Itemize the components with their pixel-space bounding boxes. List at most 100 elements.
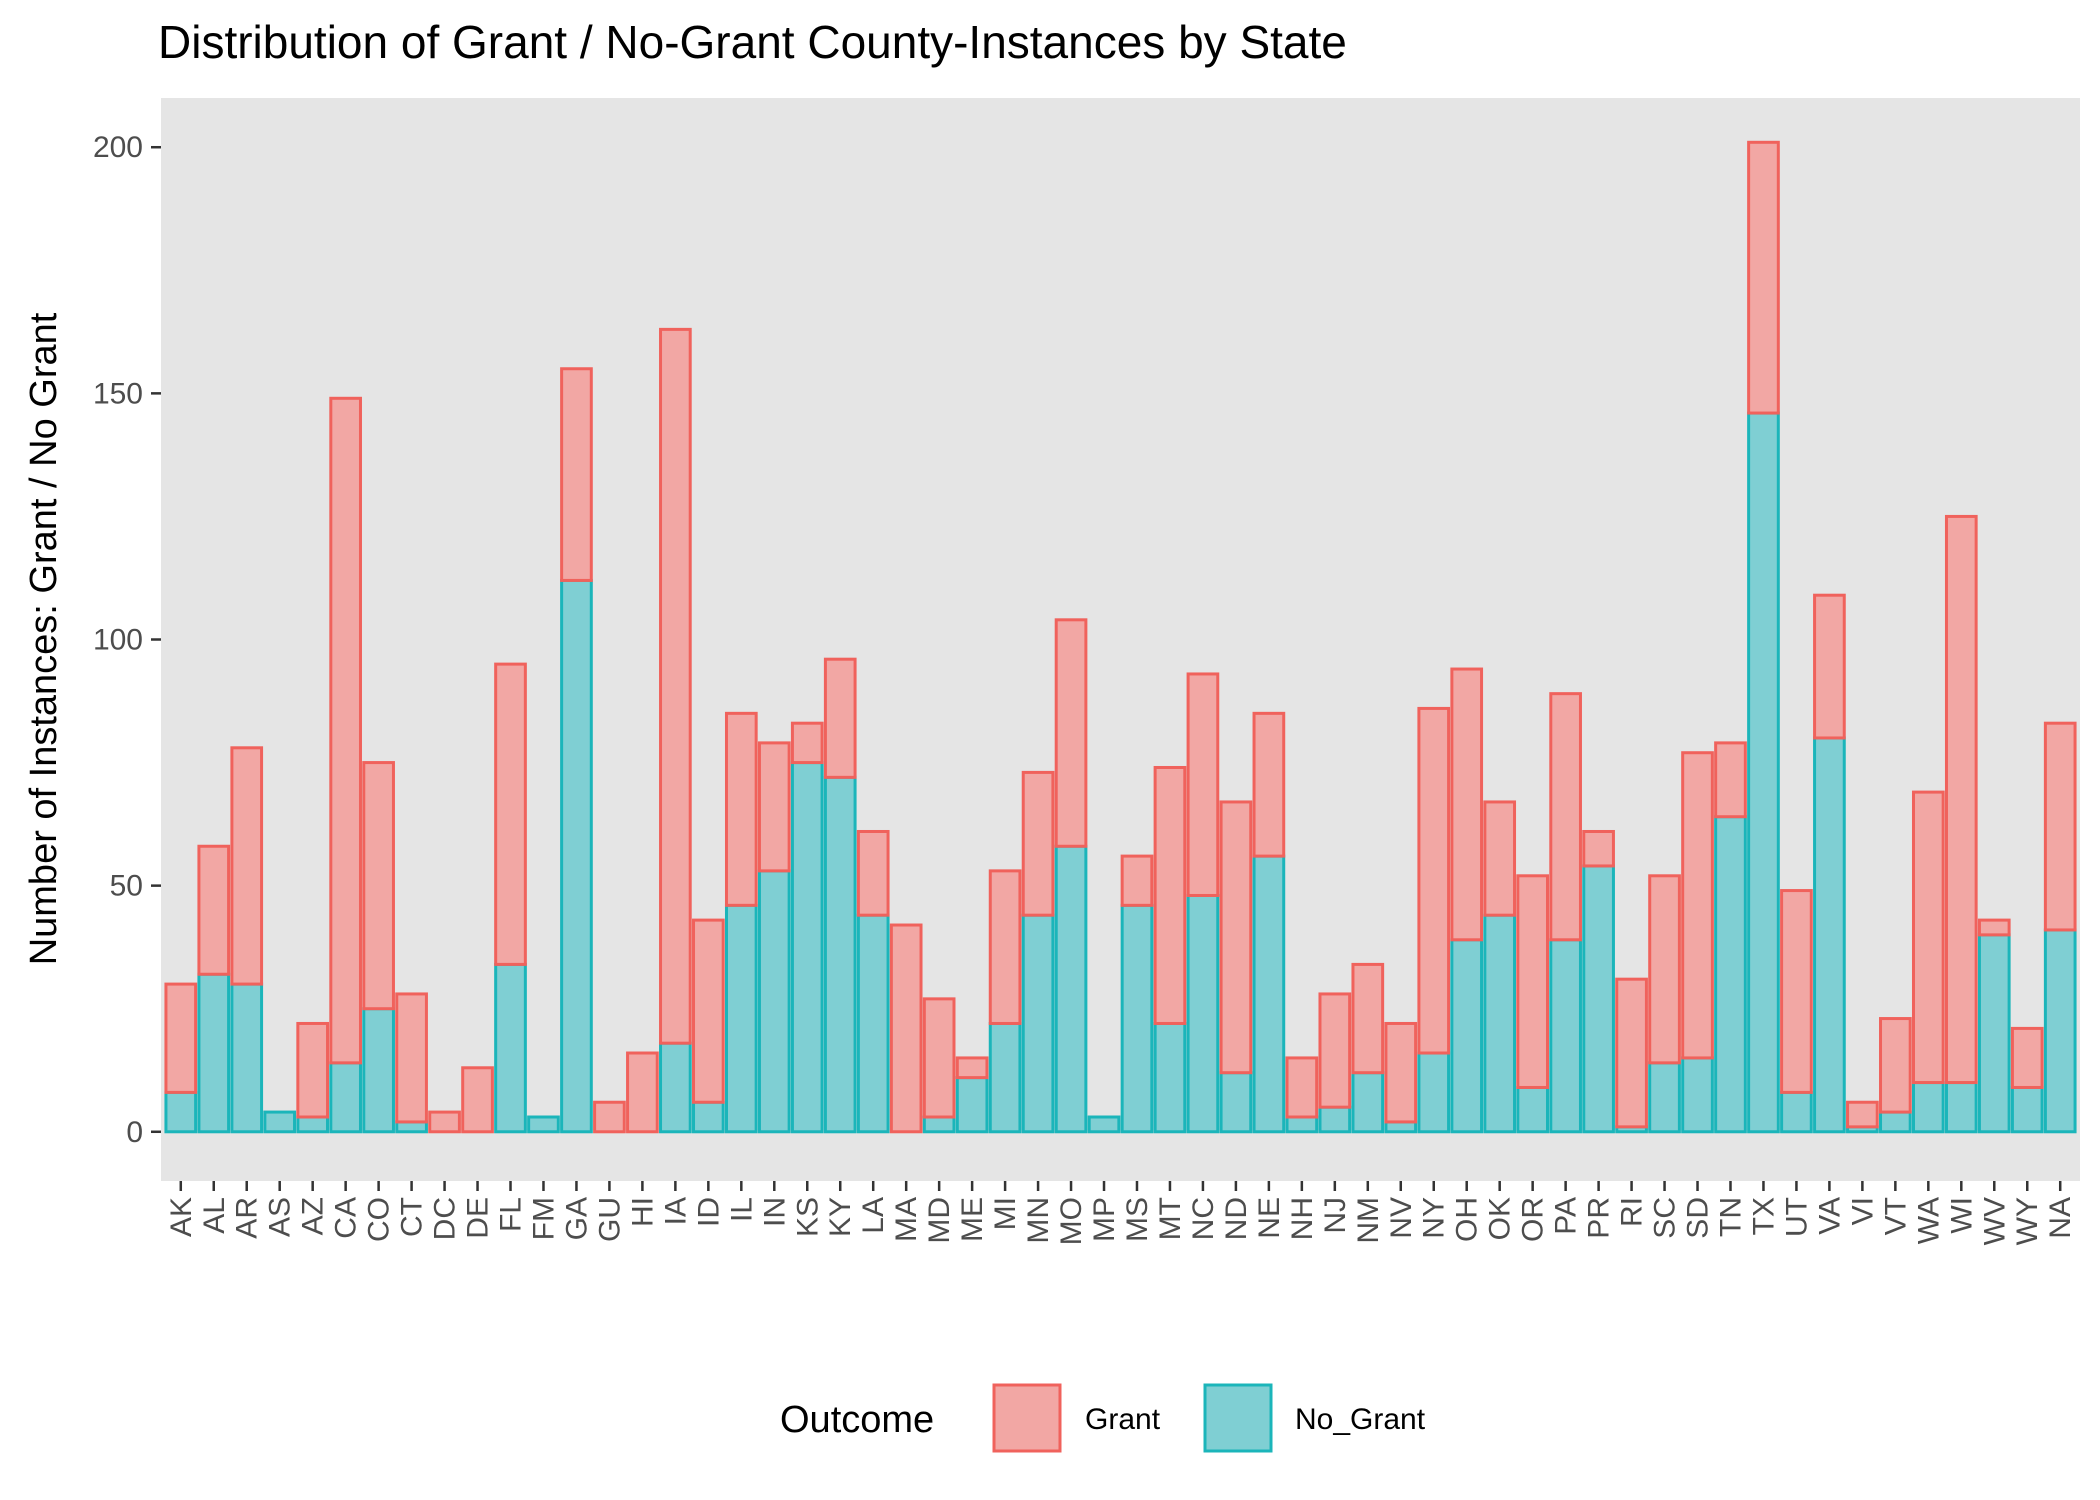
x-tick-label-in: IN [758,1197,791,1227]
x-tick-label-or: OR [1517,1197,1550,1242]
bar-no-grant-ny [1417,1051,1451,1134]
bar-grant-pa [1549,692,1582,942]
bar-grant-ks [790,721,824,765]
legend-title: Outcome [780,1399,934,1441]
bar-grant-ut [1780,889,1813,1094]
bar-no-grant-al [197,972,231,1134]
bar-no-grant-pa [1549,938,1582,1134]
bar-no-grant-ak [164,1090,198,1134]
bar-grant-wy [2010,1026,2044,1089]
x-tick-label-nj: NJ [1319,1197,1352,1234]
x-tick-label-dc: DC [429,1197,462,1240]
bar-no-grant-tn [1714,815,1747,1134]
x-tick-label-co: CO [363,1197,396,1242]
bar-no-grant-wi [1944,1081,1978,1134]
bar-grant-la [856,829,890,917]
bar-no-grant-tx [1747,411,1780,1134]
legend: Outcome Grant No_Grant [780,1383,1426,1453]
bar-no-grant-fm [527,1115,560,1134]
bar-grant-nm [1351,962,1385,1075]
y-tick-label-0: 0 [126,1116,143,1149]
bar-grant-ga [560,367,593,582]
bar-no-grant-va [1813,736,1846,1134]
x-tick-label-vi: VI [1846,1197,1879,1225]
x-tick-label-sc: SC [1649,1197,1682,1239]
bar-grant-id [692,918,725,1104]
bar-no-grant-in [757,869,791,1134]
bar-no-grant-or [1516,1085,1549,1134]
x-tick-label-nm: NM [1352,1197,1385,1244]
x-tick-label-tx: TX [1747,1197,1780,1235]
bar-grant-ca [329,396,362,1065]
x-tick-label-mo: MO [1055,1197,1088,1245]
x-tick-label-il: IL [725,1197,758,1222]
bar-no-grant-ks [790,761,824,1134]
x-tick-label-fm: FM [527,1197,560,1240]
x-tick-label-ga: GA [560,1197,593,1240]
bar-no-grant-ca [329,1061,362,1134]
bar-no-grant-nh [1285,1115,1319,1134]
bar-no-grant-ms [1120,903,1154,1134]
bar-grant-pr [1582,829,1615,868]
x-tick-label-mn: MN [1022,1197,1055,1244]
y-tick-label-50: 50 [110,870,143,903]
bar-grant-sd [1681,751,1714,1060]
bar-grant-or [1516,874,1549,1089]
x-axis: AK AL AR AS AZ CA CO CT DC DE FL FM GA GU HI IA ID IL IN KS… [165,1181,2077,1245]
bars-layer [164,140,2077,1134]
bar-grant-nc [1186,672,1220,897]
legend-key-grant [992,1383,1062,1453]
bar-grant-nd [1219,800,1253,1075]
bar-no-grant-mn [1021,913,1055,1134]
bar-grant-mi [988,869,1022,1025]
bar-grant-wv [1977,918,2011,937]
bar-grant-ok [1483,800,1517,917]
x-tick-label-wy: WY [2011,1197,2044,1245]
bar-no-grant-wy [2010,1085,2044,1134]
x-tick-label-nc: NC [1187,1197,1220,1240]
bar-grant-va [1813,593,1846,740]
x-tick-label-mi: MI [989,1197,1022,1230]
legend-label-grant: Grant [1085,1403,1161,1436]
x-tick-label-ar: AR [231,1197,264,1239]
y-axis: 0 50 100 150 200 [93,131,161,1149]
bar-grant-ct [395,992,428,1124]
bar-no-grant-vt [1879,1110,1912,1134]
x-tick-label-ct: CT [396,1197,429,1237]
bar-no-grant-wa [1911,1081,1945,1134]
bar-grant-ma [889,923,923,1134]
bar-no-grant-wv [1977,933,2011,1134]
bar-grant-oh [1450,667,1484,942]
x-tick-label-ak: AK [165,1197,198,1237]
x-tick-label-gu: GU [593,1197,626,1242]
bar-grant-il [724,711,758,907]
bar-no-grant-ne [1252,854,1286,1134]
bar-grant-tn [1714,741,1747,819]
bar-grant-vi [1846,1100,1879,1129]
x-tick-label-ms: MS [1121,1197,1154,1242]
x-tick-label-ut: UT [1780,1197,1813,1237]
chart-title: Distribution of Grant / No-Grant County-… [158,16,1347,68]
bar-grant-mt [1153,765,1187,1025]
x-tick-label-mt: MT [1154,1197,1187,1240]
legend-label-no-grant: No_Grant [1295,1403,1426,1436]
x-tick-label-wi: WI [1945,1197,1978,1234]
bar-grant-ny [1417,706,1451,1055]
bar-grant-gu [593,1100,626,1134]
bar-grant-ne [1252,711,1286,858]
bar-grant-in [757,741,791,873]
bar-grant-mo [1054,618,1088,848]
bar-grant-mn [1021,770,1055,917]
y-axis-title: Number of Instances: Grant / No Grant [23,312,65,965]
bar-no-grant-nj [1318,1105,1352,1134]
x-tick-label-hi: HI [626,1197,659,1227]
x-tick-label-ny: NY [1418,1197,1451,1239]
x-tick-label-id: ID [692,1197,725,1227]
x-tick-label-de: DE [462,1197,495,1239]
bar-grant-ak [164,982,198,1094]
bar-no-grant-id [692,1100,725,1134]
bar-no-grant-mo [1054,844,1088,1134]
bar-grant-ar [230,746,264,986]
bar-no-grant-mi [988,1021,1022,1134]
